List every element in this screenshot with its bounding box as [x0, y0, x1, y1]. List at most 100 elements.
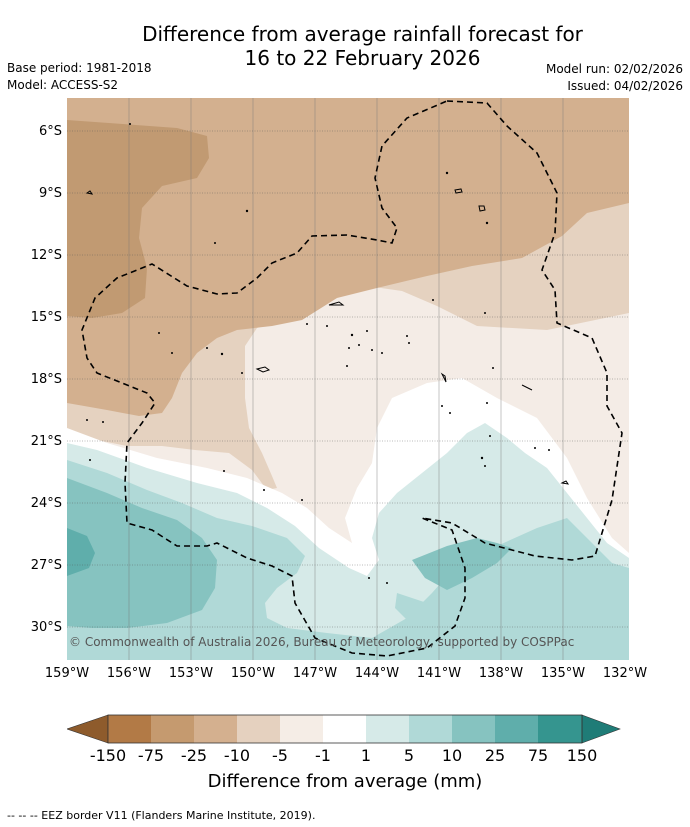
islet-37 — [263, 489, 265, 491]
lon-label-138w: 138°W — [478, 666, 524, 681]
title-line-1: Difference from average rainfall forecas… — [142, 22, 583, 46]
lat-label-18s: 18°S — [30, 372, 62, 387]
islet-38 — [301, 499, 303, 501]
islet-10 — [350, 333, 354, 337]
lon-label-159w: 159°W — [44, 666, 90, 681]
lon-label-153w: 153°W — [168, 666, 214, 681]
islet-13 — [348, 347, 350, 349]
colorbar-tick-10: 25 — [484, 746, 506, 765]
region-plus5-band — [67, 460, 629, 660]
issued-date: Issued: 04/02/2026 — [567, 79, 683, 93]
islet-36 — [223, 470, 225, 472]
colorbar-bin-10 — [495, 715, 538, 743]
colorbar-bin-2 — [151, 715, 194, 743]
map-overlay — [67, 98, 629, 660]
lat-label-15s: 15°S — [30, 310, 62, 325]
lat-label-6s: 6°S — [38, 124, 62, 139]
colorbar-tick-5: -5 — [272, 746, 288, 765]
title-line-2: 16 to 22 February 2026 — [244, 46, 481, 70]
eez-footnote: -- -- -- EEZ border V11 (Flanders Marine… — [7, 809, 316, 822]
colorbar-tick-11: 75 — [527, 746, 549, 765]
islet-31 — [480, 456, 484, 460]
island-1 — [85, 190, 94, 195]
colorbar-tick-2: -75 — [137, 746, 165, 765]
lat-label-30s: 30°S — [30, 620, 62, 635]
region-plus10-band — [67, 478, 217, 628]
islet-16 — [158, 332, 160, 334]
islet-15 — [408, 342, 410, 344]
eez-french-polynesia-border — [81, 100, 623, 657]
islet-12 — [366, 330, 368, 332]
model-name: Model: ACCESS-S2 — [7, 78, 119, 92]
island-5 — [255, 366, 271, 373]
copyright-credit: © Commonwealth of Australia 2026, Bureau… — [69, 635, 575, 649]
islet-29 — [534, 447, 536, 449]
colorbar-arrow-right — [581, 714, 621, 744]
region-plus10-east — [412, 538, 512, 590]
islet-21 — [346, 365, 348, 367]
lat-label-24s: 24°S — [30, 496, 62, 511]
islet-24 — [492, 367, 494, 369]
region-minus25-band — [67, 98, 629, 416]
colorbar-tick-3: -25 — [180, 746, 208, 765]
islet-39 — [368, 577, 370, 579]
colorbar — [66, 713, 623, 745]
lon-label-135w: 135°W — [540, 666, 586, 681]
lon-label-150w: 150°W — [230, 666, 276, 681]
colorbar-tick-12: 150 — [566, 746, 598, 765]
island-8 — [560, 480, 570, 485]
islet-3 — [214, 242, 216, 244]
region-minus75-band — [67, 120, 209, 318]
lon-label-141w: 141°W — [416, 666, 462, 681]
islet-23 — [406, 335, 408, 337]
islet-34 — [102, 421, 104, 423]
lon-label-156w: 156°W — [106, 666, 152, 681]
islet-6 — [432, 299, 434, 301]
islet-19 — [220, 352, 224, 356]
islet-32 — [484, 465, 486, 467]
island-7 — [521, 384, 533, 391]
lat-label-9s: 9°S — [38, 186, 62, 201]
island-6 — [440, 372, 447, 383]
islet-28 — [489, 435, 491, 437]
islet-11 — [358, 344, 360, 346]
islet-17 — [171, 352, 173, 354]
region-plus25-band — [67, 528, 95, 576]
map-panel — [67, 98, 629, 660]
islet-1 — [129, 123, 131, 125]
meta-left: Base period: 1981-2018 Model: ACCESS-S2 — [7, 60, 152, 94]
lon-label-132w: 132°W — [602, 666, 648, 681]
colorbar-bin-9 — [452, 715, 495, 743]
lon-label-147w: 147°W — [292, 666, 338, 681]
islet-35 — [89, 459, 91, 461]
colorbar-bin-7 — [366, 715, 409, 743]
region-plus5-island — [395, 593, 442, 623]
islet-25 — [441, 405, 443, 407]
colorbar-tick-6: -1 — [315, 746, 331, 765]
colorbar-bin-1 — [108, 715, 151, 743]
meta-right: Model run: 02/02/2026 Issued: 04/02/2026 — [546, 61, 683, 95]
lon-label-144w: 144°W — [354, 666, 400, 681]
islet-7 — [484, 312, 486, 314]
colorbar-tick-8: 5 — [403, 746, 415, 765]
colorbar-bin-4 — [237, 715, 280, 743]
colorbar-tick-4: -10 — [223, 746, 251, 765]
islet-18 — [206, 347, 208, 349]
islet-5 — [485, 221, 489, 225]
islet-20 — [241, 372, 243, 374]
lat-label-21s: 21°S — [30, 434, 62, 449]
colorbar-bin-3 — [194, 715, 237, 743]
colorbar-tick-1: -150 — [89, 746, 127, 765]
island-4 — [328, 301, 345, 306]
islet-14 — [381, 352, 383, 354]
colorbar-label: Difference from average (mm) — [207, 771, 483, 792]
colorbar-tick-7: 1 — [360, 746, 372, 765]
islet-8 — [306, 323, 308, 325]
islet-9 — [326, 325, 328, 327]
model-run: Model run: 02/02/2026 — [545, 62, 683, 76]
islet-22 — [371, 349, 373, 351]
colorbar-tick-9: 10 — [441, 746, 463, 765]
map-title: Difference from average rainfall forecas… — [0, 22, 690, 70]
colorbar-bin-11 — [538, 715, 582, 743]
base-period: Base period: 1981-2018 — [7, 61, 152, 75]
